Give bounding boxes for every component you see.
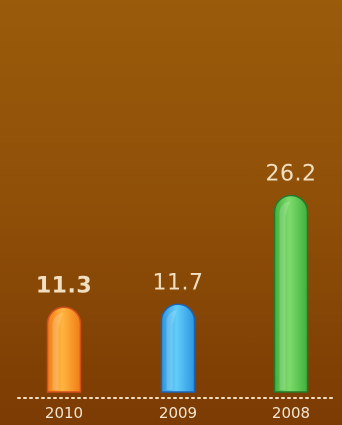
bar-highlight-2009 xyxy=(166,310,177,390)
category-label-2008: 2008 xyxy=(272,404,310,422)
bar-2010 xyxy=(46,306,82,393)
value-label-2008: 26.2 xyxy=(266,162,317,187)
value-label-2009: 11.7 xyxy=(153,270,204,295)
bar-highlight-2008 xyxy=(279,201,290,390)
bar-highlight-2010 xyxy=(52,313,63,390)
category-label-2010: 2010 xyxy=(45,404,83,422)
value-label-2010: 11.3 xyxy=(36,273,92,298)
bar-2008 xyxy=(273,194,309,393)
labels-layer: 11.3 2010 11.7 2009 26.2 2008 xyxy=(36,162,317,423)
bar-2009 xyxy=(160,303,196,393)
category-label-2009: 2009 xyxy=(159,404,197,422)
bars-layer xyxy=(46,194,309,393)
